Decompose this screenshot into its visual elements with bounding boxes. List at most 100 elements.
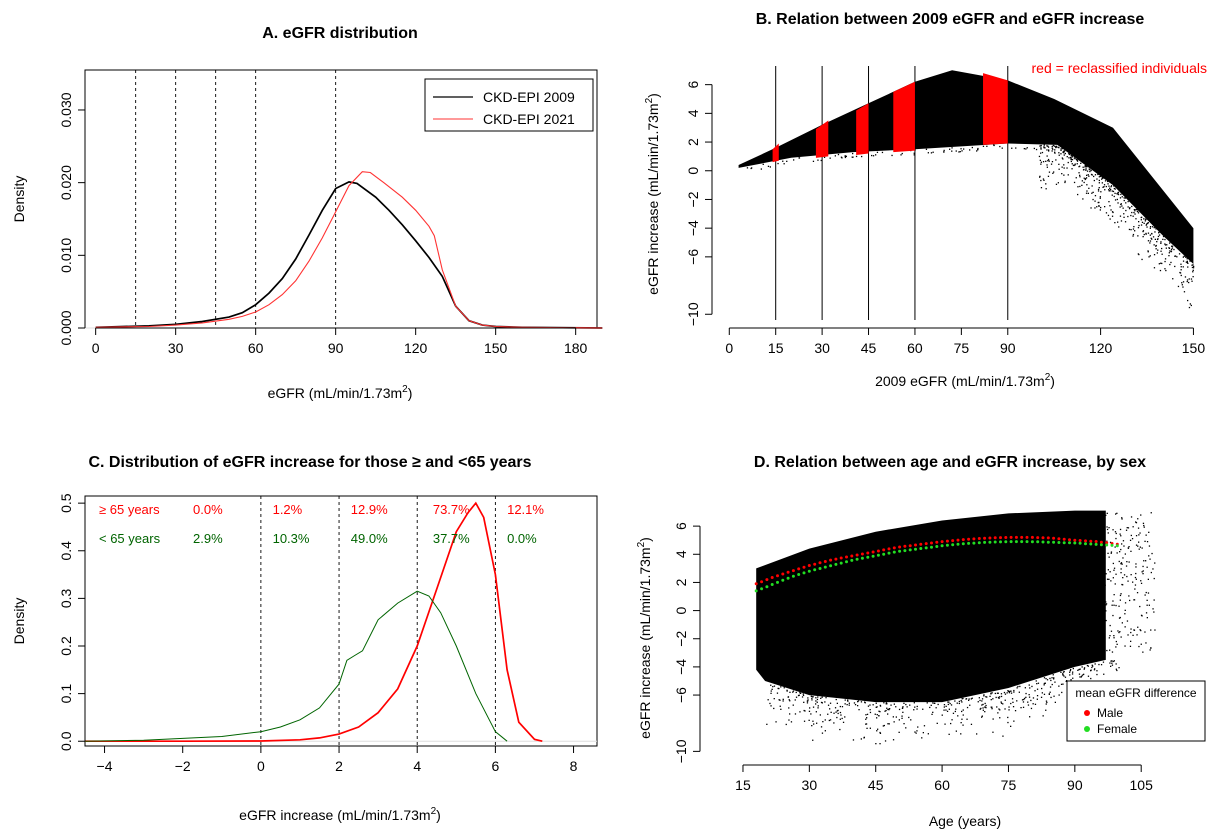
panel-d-point — [1122, 584, 1124, 586]
panel-b-point — [1117, 193, 1120, 196]
panel-b-point — [1098, 182, 1100, 184]
panel-b-point — [746, 167, 749, 169]
panel-d-point — [1139, 532, 1141, 534]
panel-d-mean-point — [823, 565, 827, 569]
panel-b-point — [1161, 247, 1163, 250]
panel-d-point — [1036, 698, 1038, 700]
panel-d-point — [1069, 670, 1071, 672]
panel-b-y-tick-label: 6 — [685, 81, 701, 89]
panel-d-point — [1108, 556, 1110, 558]
panel-b-x-tick-label: 75 — [954, 340, 970, 356]
panel-d-point — [943, 704, 946, 706]
panel-b-point — [1169, 263, 1171, 266]
panel-b-point — [1151, 232, 1153, 235]
panel-d-point — [864, 701, 866, 703]
panel-d-point — [970, 698, 972, 700]
panel-b-point — [1147, 222, 1149, 225]
panel-b-point — [1089, 170, 1091, 173]
panel-b-point — [837, 153, 840, 156]
panel-b-point — [1140, 219, 1142, 221]
panel-d-point — [1079, 676, 1081, 678]
panel-b-point — [1086, 174, 1088, 176]
panel-d-point — [1023, 698, 1025, 701]
panel-d-mean-point — [1057, 537, 1061, 541]
panel-c-percent-label: 10.3% — [273, 531, 310, 546]
panel-b-point — [1099, 175, 1102, 178]
panel-b-point — [1063, 167, 1065, 169]
panel-d-point — [1115, 537, 1117, 540]
panel-b-point — [1186, 258, 1188, 260]
panel-d-mean-point — [813, 568, 817, 572]
panel-d-point — [879, 732, 882, 734]
panel-b-point — [958, 151, 960, 153]
panel-b-reclassified-band — [983, 73, 1008, 145]
panel-d-mean-point — [903, 544, 907, 548]
panel-b-point — [1053, 145, 1056, 147]
panel-d-legend-title: mean eGFR difference — [1075, 686, 1196, 700]
panel-b-point — [1051, 147, 1053, 149]
panel-b-point — [1060, 148, 1062, 150]
panel-a-y-tick-label: 0.030 — [58, 92, 74, 127]
panel-d-point — [1119, 528, 1122, 531]
panel-d-point — [1111, 604, 1113, 606]
panel-a-line-ckd-epi-2021 — [95, 171, 603, 329]
panel-b-point — [1191, 280, 1193, 282]
panel-d-point — [969, 704, 971, 706]
panel-d-point — [792, 704, 794, 706]
panel-b-point — [1160, 262, 1162, 264]
panel-d-point — [1053, 677, 1055, 679]
panel-d-point — [908, 716, 910, 719]
panel-d-point — [835, 698, 837, 701]
panel-d-point — [922, 708, 924, 710]
panel-d-mean-point — [860, 552, 864, 556]
panel-b-point — [1046, 155, 1048, 157]
panel-d-mean-point — [887, 551, 891, 555]
panel-d-point — [950, 704, 953, 706]
panel-b-point — [875, 154, 877, 156]
panel-d-point — [1043, 684, 1045, 686]
panel-d-point — [985, 704, 987, 707]
panel-d-point — [954, 710, 956, 713]
panel-b-point — [1142, 230, 1144, 233]
panel-b-point — [1168, 247, 1171, 249]
panel-d-point — [984, 706, 986, 708]
panel-b-point — [982, 145, 985, 147]
panel-d-point — [1034, 690, 1036, 692]
panel-b-point — [777, 162, 779, 165]
panel-d-point — [1058, 694, 1060, 696]
panel-d-point — [1045, 703, 1047, 705]
panel-d-point — [1083, 673, 1085, 675]
panel-b-point — [1168, 252, 1170, 254]
panel-d-point — [1063, 671, 1065, 673]
panel-d-point — [1109, 635, 1111, 637]
panel-b-point — [1084, 166, 1086, 168]
panel-b-point — [1063, 164, 1065, 166]
panel-d-point — [802, 694, 805, 696]
panel-b-point — [1081, 180, 1083, 182]
panel-b-point — [1179, 271, 1181, 274]
panel-d-point — [926, 702, 928, 704]
panel-b-point — [1116, 198, 1118, 201]
panel-d-point — [1062, 674, 1064, 676]
panel-b-point — [1117, 221, 1119, 223]
panel-b-point — [1190, 278, 1193, 280]
panel-d-point — [1094, 537, 1096, 539]
panel-d-point — [803, 709, 805, 712]
panel-d-point — [903, 702, 905, 704]
panel-b-point — [1124, 221, 1127, 223]
panel-b-point — [823, 156, 826, 158]
panel-d-point — [1140, 629, 1142, 632]
panel-d-y-label: eGFR increase (mL/min/1.73m2) — [636, 537, 653, 739]
panel-d-point — [824, 701, 826, 703]
panel-d-point — [1086, 664, 1089, 667]
panel-d-point — [1022, 706, 1025, 708]
panel-d-point — [916, 708, 918, 710]
panel-d-point — [1016, 687, 1018, 689]
panel-d-point — [878, 710, 880, 712]
panel-d-point — [1105, 610, 1107, 612]
panel-d-point — [984, 711, 986, 713]
panel-d-point — [1099, 537, 1101, 539]
panel-b-point — [1058, 163, 1060, 165]
panel-d-point — [1101, 514, 1103, 516]
panel-c-line-65-years — [84, 590, 508, 742]
